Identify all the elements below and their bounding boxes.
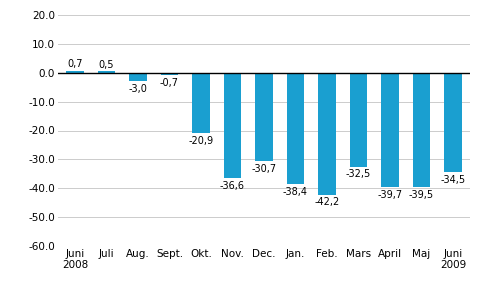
Bar <box>350 73 367 166</box>
Text: -3,0: -3,0 <box>129 84 147 94</box>
Bar <box>287 73 304 184</box>
Bar <box>98 71 115 73</box>
Bar <box>161 73 178 75</box>
Bar <box>129 73 146 81</box>
Text: 0,5: 0,5 <box>99 60 114 70</box>
Text: -34,5: -34,5 <box>441 175 466 185</box>
Bar <box>382 73 399 188</box>
Bar <box>255 73 273 161</box>
Text: -39,5: -39,5 <box>409 190 434 200</box>
Text: -38,4: -38,4 <box>283 187 308 196</box>
Text: -30,7: -30,7 <box>252 164 276 174</box>
Bar <box>224 73 241 178</box>
Text: -20,9: -20,9 <box>189 136 214 146</box>
Text: 0,7: 0,7 <box>67 59 83 69</box>
Text: -32,5: -32,5 <box>346 169 371 179</box>
Text: -42,2: -42,2 <box>314 197 340 208</box>
Text: -39,7: -39,7 <box>377 190 403 200</box>
Text: -36,6: -36,6 <box>220 181 245 191</box>
Text: -0,7: -0,7 <box>160 78 179 88</box>
Bar <box>318 73 336 195</box>
Bar <box>444 73 462 172</box>
Bar <box>66 71 84 73</box>
Bar <box>413 73 430 187</box>
Bar <box>192 73 210 133</box>
